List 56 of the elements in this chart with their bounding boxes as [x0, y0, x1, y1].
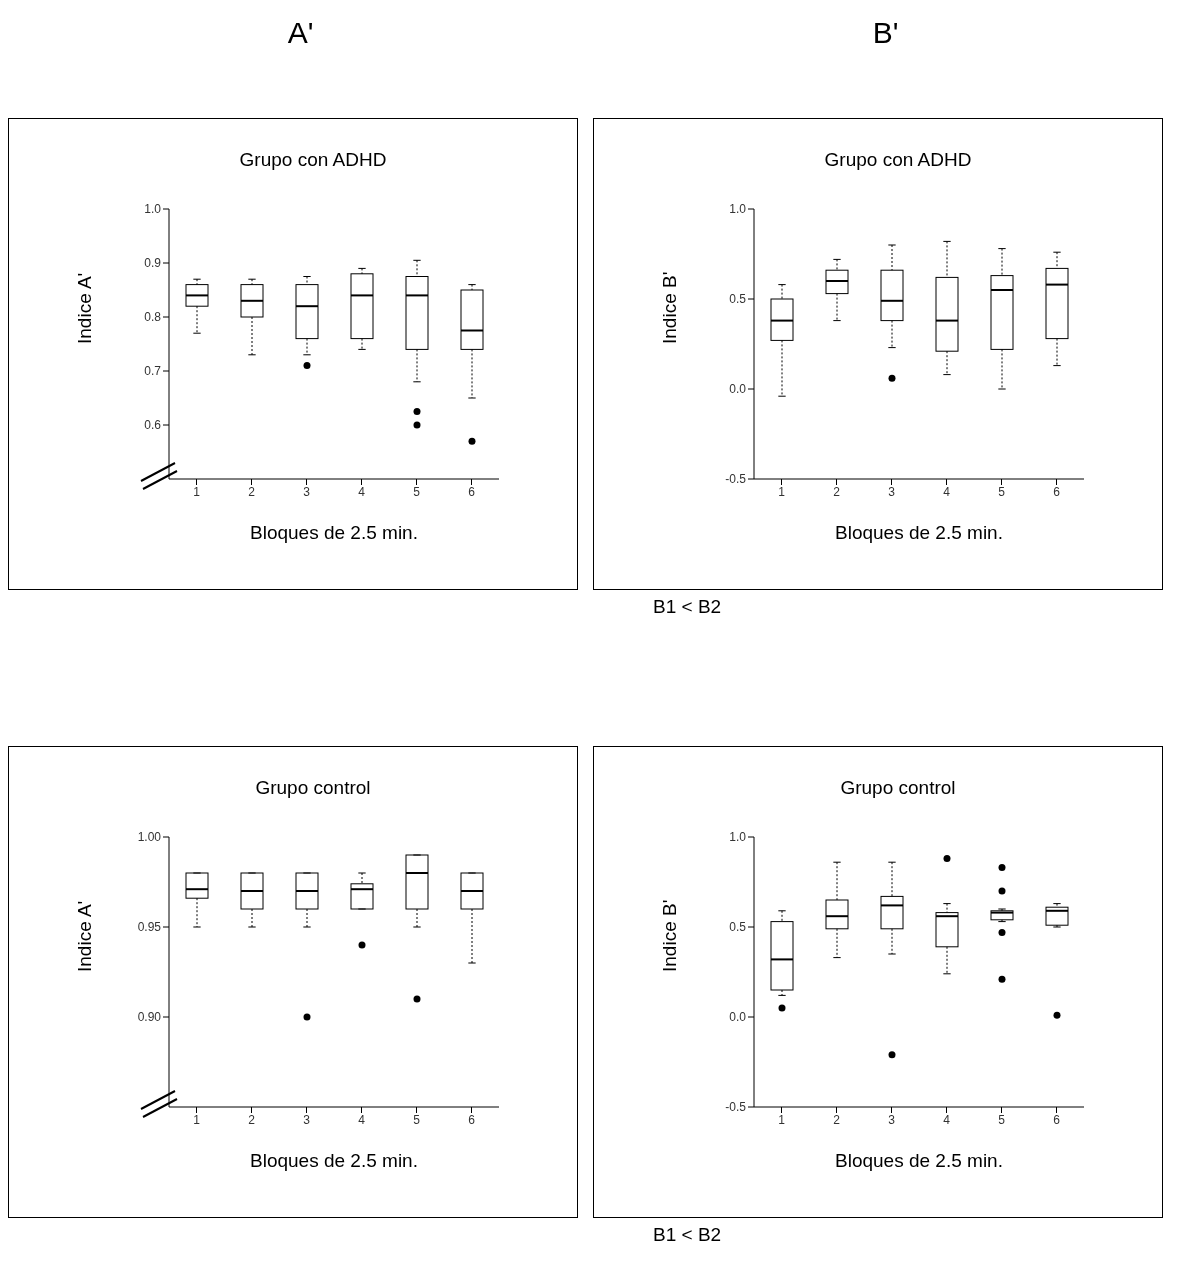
chart-subtitle: Grupo con ADHD — [238, 149, 388, 171]
chart-subtitle: Grupo control — [839, 777, 957, 799]
x-tick-label: 4 — [358, 484, 366, 499]
x-tick-label: 3 — [888, 1112, 896, 1127]
x-tick-label: 1 — [778, 484, 786, 499]
y-tick-label: 0.0 — [729, 382, 747, 397]
x-tick-label: 1 — [193, 484, 201, 499]
x-tick-label: 4 — [943, 1112, 951, 1127]
y-tick-label: 0.8 — [144, 310, 162, 325]
x-tick-label: 6 — [1053, 484, 1061, 499]
x-tick-label: 5 — [998, 484, 1006, 499]
y-tick-label: 0.0 — [729, 1010, 747, 1025]
x-tick-label: 2 — [248, 1112, 256, 1127]
x-tick-label: 3 — [888, 484, 896, 499]
text: B1 < B2 — [653, 596, 723, 618]
x-tick-label: 6 — [468, 484, 476, 499]
x-axis-title: Bloques de 2.5 min. — [835, 1150, 1003, 1171]
x-tick-label: 2 — [248, 484, 256, 499]
y-tick-label: 0.9 — [144, 256, 162, 271]
y-tick-label: 1.00 — [137, 830, 162, 845]
x-tick-label: 6 — [468, 1112, 476, 1127]
y-axis-title: Indice A' — [73, 272, 95, 344]
y-tick-label: 0.5 — [729, 292, 747, 307]
x-tick-label: 1 — [193, 1112, 201, 1127]
x-tick-label: 6 — [1053, 1112, 1061, 1127]
y-tick-label: 1.0 — [144, 202, 162, 217]
y-tick-label: 0.7 — [144, 364, 162, 379]
x-tick-label: 3 — [303, 1112, 311, 1127]
x-tick-label: 4 — [943, 484, 951, 499]
y-tick-label: 0.90 — [137, 1010, 162, 1025]
y-tick-label: -0.5 — [725, 472, 747, 487]
text: B1 < B2 — [653, 1224, 723, 1246]
x-tick-label: 5 — [413, 484, 421, 499]
x-tick-label: 5 — [413, 1112, 421, 1127]
chart-subtitle: Grupo control — [254, 777, 372, 799]
x-tick-label: 1 — [778, 1112, 786, 1127]
y-tick-label: 1.0 — [729, 202, 747, 217]
y-axis-title: Indice B' — [658, 899, 680, 972]
x-tick-label: 2 — [833, 1112, 841, 1127]
x-tick-label: 5 — [998, 1112, 1006, 1127]
y-tick-label: 0.6 — [144, 418, 162, 433]
y-tick-label: 0.95 — [137, 920, 162, 935]
x-axis-title: Bloques de 2.5 min. — [250, 522, 418, 543]
y-tick-label: 0.5 — [729, 920, 747, 935]
x-tick-label: 4 — [358, 1112, 366, 1127]
chart-title: A' — [287, 16, 314, 50]
x-tick-label: 3 — [303, 484, 311, 499]
x-tick-label: 2 — [833, 484, 841, 499]
x-axis-title: Bloques de 2.5 min. — [835, 522, 1003, 543]
y-axis-title: Indice B' — [658, 271, 680, 344]
x-axis-title: Bloques de 2.5 min. — [250, 1150, 418, 1171]
chart-subtitle: Grupo con ADHD — [823, 149, 973, 171]
y-tick-label: -0.5 — [725, 1100, 747, 1115]
chart-title: B' — [872, 16, 899, 50]
y-tick-label: 1.0 — [729, 830, 747, 845]
y-axis-title: Indice A' — [73, 900, 95, 972]
